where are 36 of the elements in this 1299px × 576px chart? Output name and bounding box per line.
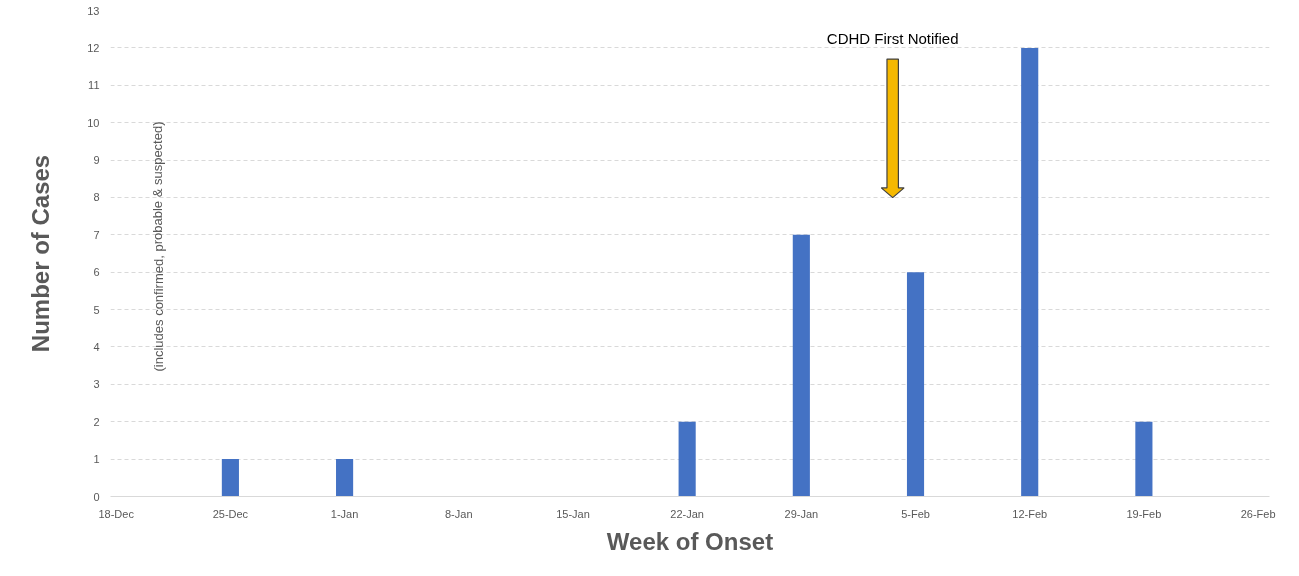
y-tick-label: 8 <box>93 191 100 204</box>
y-tick-label: 2 <box>93 415 100 428</box>
x-tick-label: 18-Dec <box>98 507 135 520</box>
x-tick-label: 29-Jan <box>784 507 819 520</box>
y-tick-label: 4 <box>93 340 100 353</box>
y-tick-label: 11 <box>88 79 100 92</box>
y-tick-label: 7 <box>93 228 100 241</box>
y-tick-label: 12 <box>87 41 100 54</box>
x-tick-label: 25-Dec <box>212 507 249 520</box>
x-tick-label: 26-Feb <box>1240 507 1276 520</box>
bar <box>336 459 354 497</box>
y-tick-label: 6 <box>93 266 100 279</box>
y-tick-label: 5 <box>93 303 100 316</box>
x-tick-label: 19-Feb <box>1126 507 1162 520</box>
bar <box>221 459 239 497</box>
annotation: CDHD First Notified <box>826 29 959 47</box>
y-tick-label: 3 <box>93 378 100 391</box>
bar <box>678 421 696 497</box>
y-tick-label: 1 <box>93 453 100 466</box>
x-tick-label: 12-Feb <box>1012 507 1048 520</box>
bar <box>906 272 925 497</box>
bar <box>792 234 810 497</box>
y-axis-title: Number of Cases <box>27 154 55 353</box>
x-axis-title: Week of Onset <box>606 527 774 555</box>
y-tick-label: 0 <box>93 490 100 503</box>
bar <box>1021 47 1039 497</box>
x-tick-label: 15-Jan <box>556 507 590 520</box>
y-tick-label: 10 <box>87 116 100 129</box>
y-tick-label: 9 <box>93 154 100 167</box>
y-tick-label: 13 <box>87 4 100 17</box>
x-tick-label: 22-Jan <box>670 507 704 520</box>
bar <box>1135 421 1153 497</box>
x-tick-label: 8-Jan <box>445 507 473 520</box>
x-tick-label: 5-Feb <box>901 507 930 520</box>
x-tick-label: 1-Jan <box>330 507 359 520</box>
annotation: (includes confirmed, probable & suspected) <box>150 121 166 372</box>
